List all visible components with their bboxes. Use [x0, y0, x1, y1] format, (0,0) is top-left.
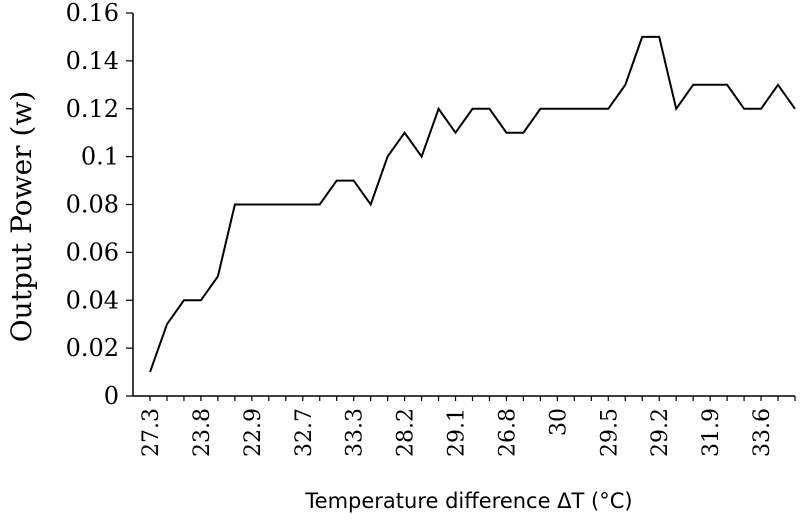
y-tick-label: 0.06	[66, 238, 119, 266]
x-tick-label: 31.9	[699, 408, 724, 457]
x-tick-label: 23.8	[190, 408, 215, 457]
y-tick-label: 0.08	[66, 191, 119, 219]
y-tick-label: 0.02	[66, 334, 119, 362]
y-tick-label: 0.16	[66, 0, 119, 27]
y-tick-label: 0.12	[66, 95, 119, 123]
y-axis-ticks: 0 0.02 0.04 0.06 0.08 0.1 0.12 0.14 0.16	[66, 0, 133, 410]
x-tick-label: 33.6	[750, 408, 775, 457]
x-tick-label: 22.9	[241, 408, 266, 457]
y-axis-label: Output Power (w)	[5, 91, 38, 343]
x-tick-label: 29.2	[648, 408, 673, 457]
y-tick-label: 0.14	[66, 47, 119, 75]
x-axis-label: Temperature difference ΔT (°C)	[304, 489, 632, 513]
x-tick-label: 28.2	[394, 408, 419, 457]
x-tick-label: 30	[546, 408, 571, 436]
y-tick-label: 0	[104, 382, 119, 410]
x-tick-label: 32.7	[292, 408, 317, 457]
x-axis-ticks: 27.3 23.8 22.9 32.7 33.3 28.2 29.1 26.8 30 29.5 29…	[139, 396, 796, 457]
x-tick-label: 29.1	[445, 408, 470, 457]
x-tick-label: 27.3	[139, 408, 164, 457]
y-tick-label: 0.04	[66, 286, 119, 314]
series-line	[149, 35, 796, 373]
x-tick-label: 33.3	[343, 408, 368, 457]
x-tick-label: 29.5	[597, 408, 622, 457]
y-tick-label: 0.1	[81, 143, 119, 171]
x-tick-label: 26.8	[495, 408, 520, 457]
